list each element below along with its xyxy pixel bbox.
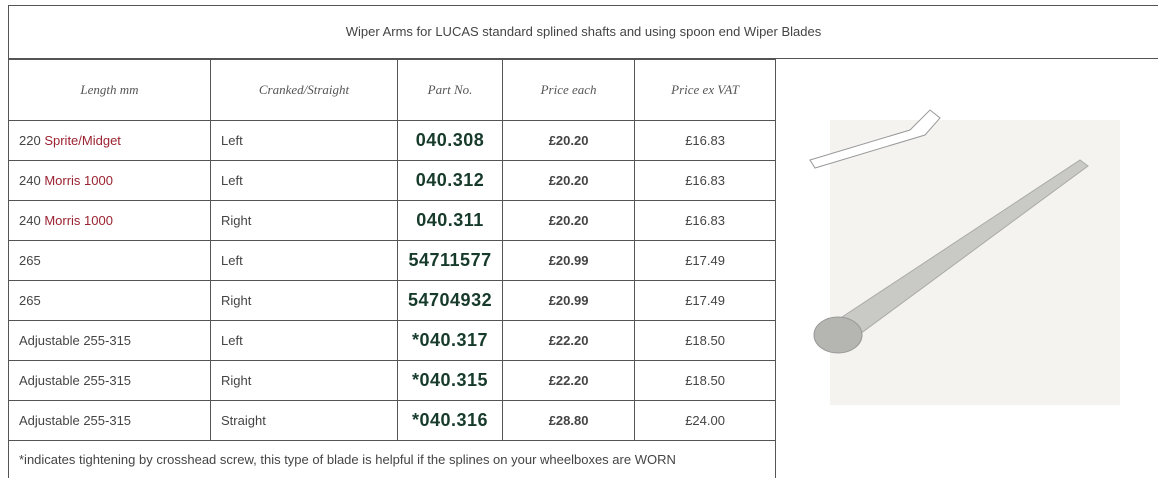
length: 265: [19, 253, 41, 268]
length-cell: Adjustable 255-315: [9, 401, 211, 441]
length: Adjustable 255-315: [19, 333, 131, 348]
price: £20.20: [503, 201, 635, 241]
model-link[interactable]: Sprite/Midget: [44, 133, 121, 148]
price-ex-vat: £18.50: [635, 361, 776, 401]
part-number: *040.316: [398, 401, 503, 441]
part-number: 040.308: [398, 121, 503, 161]
part-number: 54711577: [398, 241, 503, 281]
length-cell: Adjustable 255-315: [9, 321, 211, 361]
footnote: *indicates tightening by crosshead screw…: [9, 441, 776, 478]
side: Left: [211, 241, 398, 281]
price-ex-vat: £16.83: [635, 161, 776, 201]
side: Right: [211, 201, 398, 241]
part-number: 54704932: [398, 281, 503, 321]
length: 220: [19, 133, 41, 148]
part-number: *040.315: [398, 361, 503, 401]
price-ex-vat: £24.00: [635, 401, 776, 441]
price: £20.99: [503, 281, 635, 321]
length: Adjustable 255-315: [19, 413, 131, 428]
table-row: Adjustable 255-315 Left*040.317£22.20£18.…: [9, 321, 776, 361]
column-header: Cranked/Straight: [211, 60, 398, 121]
price: £28.80: [503, 401, 635, 441]
price: £20.20: [503, 121, 635, 161]
table-title: Wiper Arms for LUCAS standard splined sh…: [8, 5, 1158, 59]
column-header: Price ex VAT: [635, 60, 776, 121]
side: Right: [211, 361, 398, 401]
side: Left: [211, 121, 398, 161]
footer-row: *indicates tightening by crosshead screw…: [9, 441, 776, 478]
price-ex-vat: £17.49: [635, 281, 776, 321]
table-row: Adjustable 255-315 Straight*040.316£28.80…: [9, 401, 776, 441]
price: £22.20: [503, 321, 635, 361]
length-cell: 240 Morris 1000: [9, 161, 211, 201]
length: 265: [19, 293, 41, 308]
part-number: *040.317: [398, 321, 503, 361]
length-cell: 240 Morris 1000: [9, 201, 211, 241]
length: 240: [19, 213, 41, 228]
price: £22.20: [503, 361, 635, 401]
side: Straight: [211, 401, 398, 441]
length-cell: 220 Sprite/Midget: [9, 121, 211, 161]
part-number: 040.311: [398, 201, 503, 241]
product-image: [790, 90, 1130, 410]
side: Left: [211, 161, 398, 201]
length: Adjustable 255-315: [19, 373, 131, 388]
column-header: Price each: [503, 60, 635, 121]
price-ex-vat: £17.49: [635, 241, 776, 281]
length-cell: 265: [9, 281, 211, 321]
side: Right: [211, 281, 398, 321]
page: Wiper Arms for LUCAS standard splined sh…: [0, 0, 1158, 482]
price-ex-vat: £16.83: [635, 201, 776, 241]
model-link[interactable]: Morris 1000: [44, 173, 113, 188]
model-link[interactable]: Morris 1000: [44, 213, 113, 228]
price-ex-vat: £16.83: [635, 121, 776, 161]
part-number: 040.312: [398, 161, 503, 201]
length: 240: [19, 173, 41, 188]
price: £20.20: [503, 161, 635, 201]
arm-end: [814, 317, 862, 353]
side: Left: [211, 321, 398, 361]
price-ex-vat: £18.50: [635, 321, 776, 361]
column-header: Length mm: [9, 60, 211, 121]
table-row: Adjustable 255-315 Right*040.315£22.20£18…: [9, 361, 776, 401]
price: £20.99: [503, 241, 635, 281]
length-cell: Adjustable 255-315: [9, 361, 211, 401]
column-header: Part No.: [398, 60, 503, 121]
length-cell: 265: [9, 241, 211, 281]
